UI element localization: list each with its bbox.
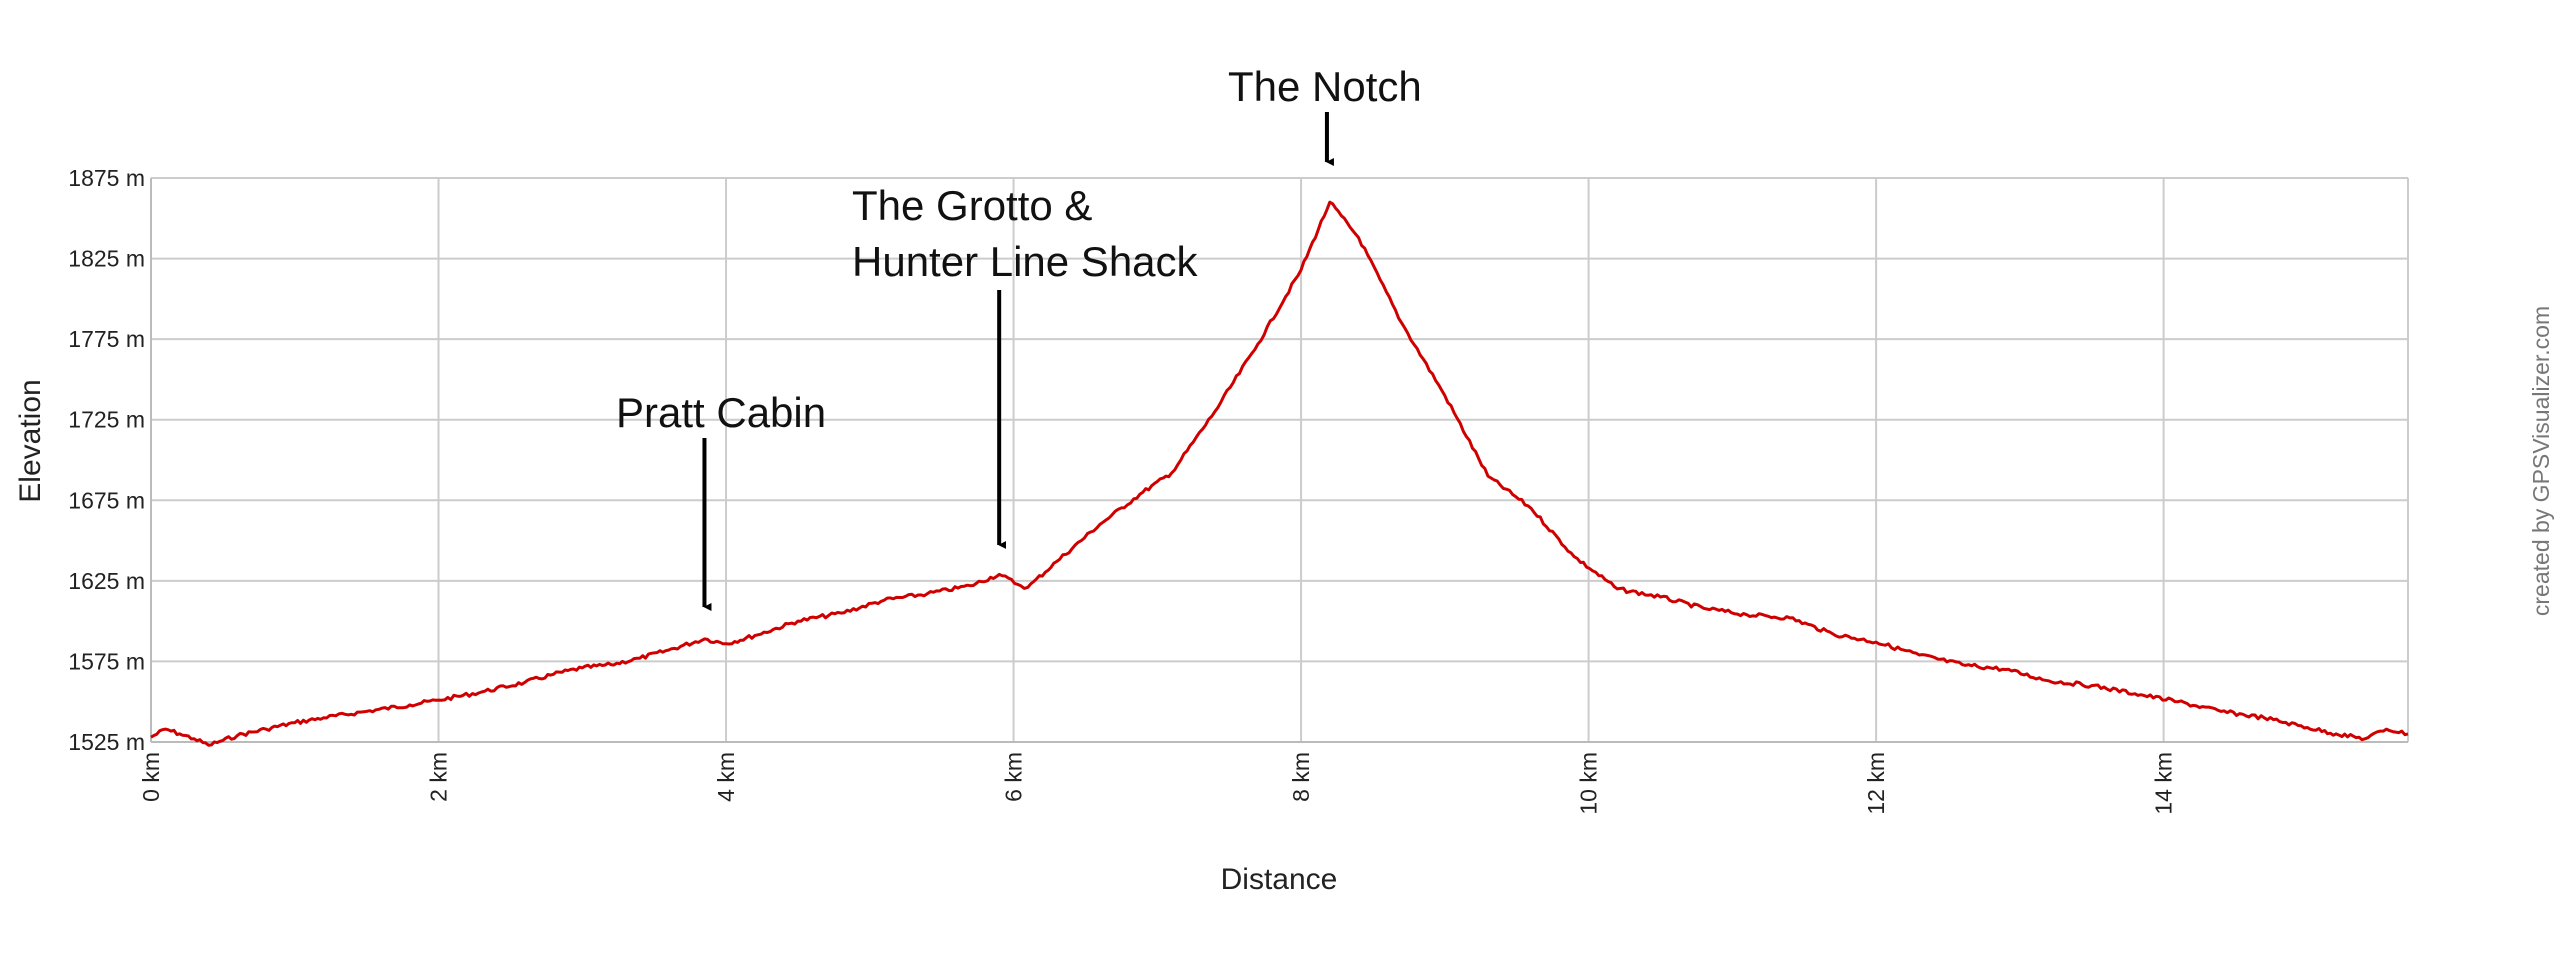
- y-tick-label: 1525 m: [68, 729, 145, 755]
- y-tick-label: 1625 m: [68, 568, 145, 594]
- x-tick-label: 8 km: [1288, 752, 1314, 802]
- y-tick-label: 1825 m: [68, 246, 145, 272]
- gridlines: [150, 177, 2409, 743]
- annotation: Pratt Cabin: [616, 389, 826, 611]
- credit-text: created by GPSVisualizer.com: [2528, 306, 2554, 616]
- annotation-label: The Notch: [1228, 63, 1422, 110]
- annotations-layer: Pratt Cabin The Grotto & Hunter Line Shack…: [616, 63, 1422, 611]
- y-tick-label: 1725 m: [68, 407, 145, 433]
- annotation-label: The Grotto &: [852, 182, 1092, 229]
- annotation-label: Pratt Cabin: [616, 389, 826, 436]
- x-tick-label: 14 km: [2151, 752, 2177, 815]
- x-tick-label: 0 km: [138, 752, 164, 802]
- plot-background: [151, 178, 2408, 742]
- y-axis-title: Elevation: [14, 379, 47, 502]
- x-tick-label: 10 km: [1576, 752, 1602, 815]
- x-tick-label: 12 km: [1863, 752, 1889, 815]
- x-tick-label: 2 km: [426, 752, 452, 802]
- x-axis-title: Distance: [1221, 863, 1338, 896]
- x-tick-label: 4 km: [713, 752, 739, 802]
- series-layer: [150, 200, 2409, 747]
- axes: 1525 m 1575 m 1625 m 1675 m 1725 m 1775 m 1825…: [68, 165, 2408, 815]
- y-tick-label: 1775 m: [68, 326, 145, 352]
- y-tick-label: 1675 m: [68, 487, 145, 513]
- elevation-line: [150, 200, 2409, 747]
- x-tick-label: 6 km: [1001, 752, 1027, 802]
- annotation: The Grotto & Hunter Line Shack: [852, 182, 1199, 549]
- y-tick-label: 1575 m: [68, 648, 145, 674]
- annotation-label: Hunter Line Shack: [852, 238, 1199, 285]
- annotation: The Notch: [1228, 63, 1422, 166]
- y-tick-label: 1875 m: [68, 165, 145, 191]
